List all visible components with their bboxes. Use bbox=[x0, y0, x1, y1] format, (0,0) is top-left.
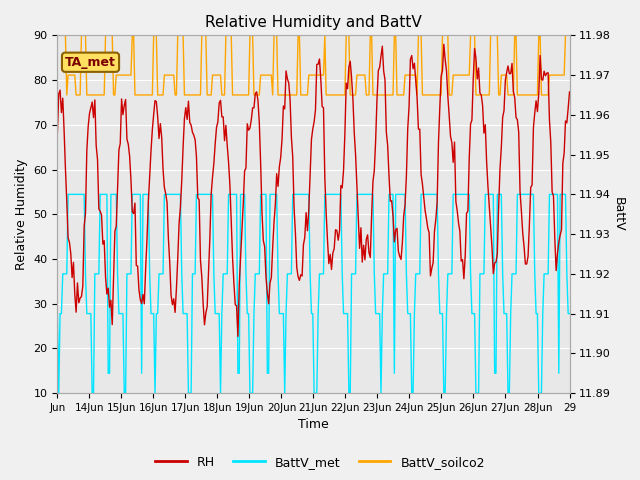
Y-axis label: Relative Humidity: Relative Humidity bbox=[15, 158, 28, 270]
Y-axis label: BattV: BattV bbox=[612, 197, 625, 231]
Text: TA_met: TA_met bbox=[65, 56, 116, 69]
X-axis label: Time: Time bbox=[298, 419, 329, 432]
Legend: RH, BattV_met, BattV_soilco2: RH, BattV_met, BattV_soilco2 bbox=[150, 451, 490, 474]
Title: Relative Humidity and BattV: Relative Humidity and BattV bbox=[205, 15, 422, 30]
